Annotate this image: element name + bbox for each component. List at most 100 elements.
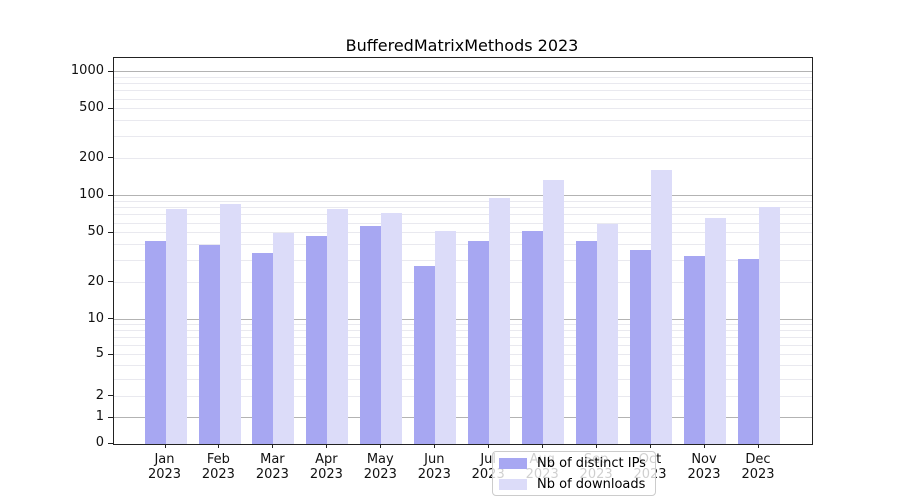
gridline-minor: [114, 378, 812, 380]
gridline-minor: [114, 244, 812, 246]
y-axis-tick: [108, 70, 113, 72]
y-axis-tick-label: 200: [79, 149, 104, 165]
gridline-minor: [114, 83, 812, 84]
x-axis-tick-label: Mar 2023: [255, 452, 289, 482]
bar-distinct-ips: [738, 259, 759, 444]
gridline-minor: [114, 281, 812, 283]
y-axis-tick-label: 500: [79, 100, 104, 116]
y-axis-tick-label: 20: [87, 273, 104, 289]
legend-item-distinct-ips: Nb of distinct IPs: [499, 454, 649, 472]
y-axis-tick: [108, 318, 113, 319]
x-axis-tick: [704, 444, 705, 448]
gridline-minor: [114, 365, 812, 367]
x-axis-tick: [650, 444, 651, 448]
x-axis-tick-label: Feb 2023: [201, 452, 235, 482]
y-axis-tick-label: 1000: [70, 63, 104, 78]
gridline-minor: [114, 354, 812, 356]
bar-downloads: [759, 207, 780, 444]
bar-downloads: [651, 170, 672, 444]
bar-downloads: [165, 209, 187, 444]
gridline-minor: [114, 330, 812, 332]
y-axis-tick-label: 2: [95, 387, 104, 403]
legend-swatch-downloads: [499, 478, 527, 490]
bar-distinct-ips: [252, 252, 274, 444]
gridline-major: [114, 318, 812, 320]
y-axis-tick: [108, 194, 113, 196]
x-axis-tick: [488, 444, 490, 448]
gridline-minor: [114, 98, 812, 100]
gridline-minor: [114, 337, 812, 339]
bar-distinct-ips: [576, 241, 598, 444]
bar-distinct-ips: [414, 266, 436, 444]
bar-distinct-ips: [684, 255, 705, 444]
gridline-minor: [114, 120, 812, 122]
x-axis-tick: [272, 444, 274, 448]
bar-distinct-ips: [360, 226, 382, 444]
x-axis-tick: [326, 444, 328, 448]
bar-distinct-ips: [306, 235, 328, 444]
bar-distinct-ips: [144, 241, 166, 444]
legend-swatch-distinct-ips: [499, 457, 527, 469]
gridline-minor: [114, 345, 812, 347]
gridline-minor: [114, 207, 812, 208]
y-axis-tick: [108, 395, 113, 396]
bar-downloads: [705, 218, 726, 444]
x-axis-tick-label: Jun 2023: [417, 452, 451, 482]
x-axis-tick: [596, 444, 598, 448]
x-axis-tick-label: Dec 2023: [741, 452, 775, 482]
y-axis-tick: [108, 442, 113, 444]
gridline-minor: [114, 108, 812, 110]
bar-downloads: [435, 231, 457, 444]
y-axis-tick-label: 1: [95, 409, 104, 425]
x-axis-tick: [164, 444, 166, 448]
chart-title: BufferedMatrixMethods 2023: [345, 36, 579, 55]
x-axis-tick: [542, 444, 544, 448]
y-axis-tick: [108, 157, 113, 159]
x-axis-tick: [218, 444, 220, 448]
bar-downloads: [489, 198, 511, 444]
gridline-minor: [114, 76, 812, 78]
x-axis-tick-label: May 2023: [363, 452, 397, 482]
y-axis-tick: [108, 281, 113, 282]
x-axis-tick: [434, 444, 436, 448]
x-axis-tick: [380, 444, 382, 448]
gridline-minor: [114, 395, 812, 397]
x-axis-tick-label: Jan 2023: [147, 452, 182, 482]
gridline-minor: [114, 200, 812, 202]
legend-label-downloads: Nb of downloads: [537, 476, 646, 492]
gridline-minor: [114, 222, 812, 224]
bar-downloads: [219, 204, 241, 444]
y-axis-tick: [108, 416, 113, 418]
gridline-minor: [114, 259, 812, 261]
x-axis-tick-label: Apr 2023: [309, 452, 343, 482]
bar-downloads: [381, 212, 403, 444]
bar-downloads: [273, 233, 295, 444]
y-axis-tick-label: 10: [87, 310, 104, 326]
bar-distinct-ips: [630, 249, 651, 444]
bar-distinct-ips: [522, 231, 544, 444]
bar-downloads: [597, 224, 619, 444]
gridline-minor: [114, 324, 812, 325]
y-axis-tick-label: 100: [79, 187, 104, 202]
y-axis-tick: [108, 107, 113, 109]
gridline-major: [114, 71, 812, 72]
y-axis-tick-label: 50: [87, 224, 104, 240]
gridline-minor: [114, 135, 812, 137]
y-axis-tick: [108, 353, 113, 355]
y-axis-tick-label: 0: [95, 435, 104, 450]
y-axis-tick: [108, 231, 113, 233]
y-axis-tick-label: 5: [95, 346, 104, 362]
legend-item-downloads: Nb of downloads: [499, 475, 649, 493]
gridline-major: [114, 195, 812, 196]
plot-area: Nb of distinct IPs Nb of downloads: [113, 57, 813, 496]
gridline-minor: [114, 232, 812, 234]
bar-distinct-ips: [468, 241, 490, 444]
bar-distinct-ips: [198, 245, 220, 444]
bar-downloads: [543, 179, 565, 444]
gridline-minor: [114, 90, 812, 92]
gridline-minor: [114, 157, 812, 159]
bar-downloads: [327, 208, 349, 444]
legend-label-distinct-ips: Nb of distinct IPs: [537, 455, 646, 471]
legend: Nb of distinct IPs Nb of downloads: [492, 451, 656, 496]
